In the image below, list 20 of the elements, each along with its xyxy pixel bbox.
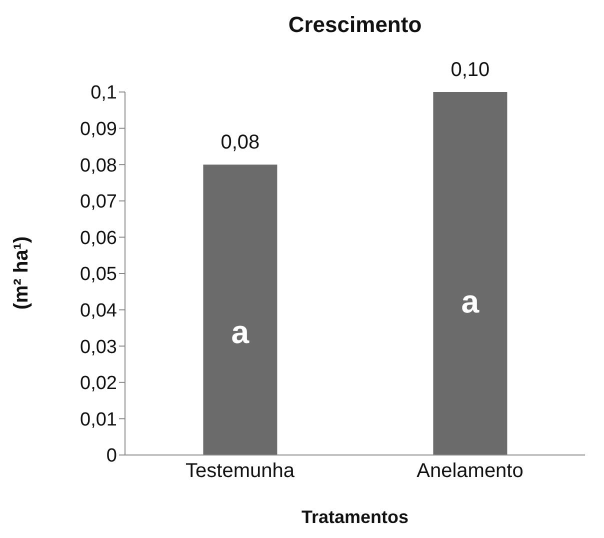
y-tick-label: 0,05 [80, 264, 117, 286]
y-tick-label: 0,08 [80, 155, 117, 176]
data-label: 0,10 [450, 59, 490, 81]
y-tick-label: 0,1 [90, 82, 117, 104]
y-tick-label: 0,06 [80, 228, 117, 249]
y-tick-label: 0 [106, 446, 117, 467]
annotation: a [231, 314, 250, 350]
y-tick-label: 0,03 [80, 336, 117, 358]
x-tick-label: Anelamento [416, 460, 524, 482]
y-tick-label: 0,01 [80, 409, 117, 430]
y-axis-title: (m² ha¹) [10, 236, 34, 310]
annotation: a [461, 284, 480, 320]
x-axis-title: Tratamentos [300, 507, 410, 528]
y-tick-label: 0,07 [80, 192, 117, 213]
y-tick-label: 0,04 [80, 300, 118, 322]
y-tick-label: 0,09 [80, 119, 117, 140]
y-tick-label: 0,02 [80, 373, 117, 394]
x-tick-label: Testemunha [186, 460, 296, 482]
data-label: 0,08 [220, 132, 260, 154]
chart-title: Crescimento [287, 12, 423, 38]
